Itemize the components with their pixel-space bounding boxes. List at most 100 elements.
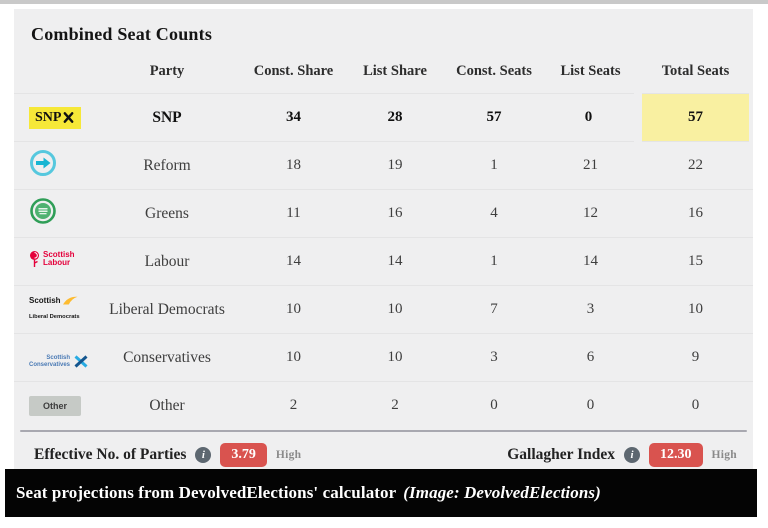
seat-counts-table: Party Const. Share List Share Const. Sea… xyxy=(14,49,757,429)
reform-logo-icon xyxy=(30,150,56,176)
table-row-reform: Reform 18 19 1 21 22 xyxy=(14,141,753,190)
table-row-greens: Greens 11 16 4 12 16 xyxy=(14,189,753,238)
column-header-const-share: Const. Share xyxy=(253,62,334,79)
party-logo-cell: Scottish Liberal Democrats xyxy=(14,286,92,334)
list-share-value: 16 xyxy=(387,205,403,221)
list-share-value: 28 xyxy=(387,109,403,125)
party-logo-cell: SNP xyxy=(14,94,92,142)
snp-logo-icon: SNP xyxy=(29,106,82,129)
list-share-value: 10 xyxy=(387,301,403,317)
column-header-party: Party xyxy=(149,62,185,79)
libdem-logo-text: Scottish xyxy=(29,296,61,305)
total-seats-value: 16 xyxy=(688,205,703,221)
const-share-value: 11 xyxy=(286,205,301,221)
top-border xyxy=(0,0,768,4)
total-seats-value: 10 xyxy=(688,301,703,317)
party-logo-cell: Scottish Labour xyxy=(14,238,92,286)
party-logo-cell: Other xyxy=(14,382,92,430)
info-icon[interactable]: i xyxy=(624,447,640,463)
total-seats-value-highlighted: 57 xyxy=(638,93,753,142)
total-seats-value: 15 xyxy=(688,253,703,269)
card-title: Combined Seat Counts xyxy=(31,24,213,44)
list-share-value: 19 xyxy=(387,157,403,173)
effective-parties-metric: Effective No. of Parties i 3.79 High xyxy=(34,443,301,467)
list-seats-value: 0 xyxy=(584,109,593,125)
column-header-list-seats: List Seats xyxy=(560,62,621,79)
table-header-row: Party Const. Share List Share Const. Sea… xyxy=(14,49,753,94)
party-name: Reform xyxy=(143,156,191,174)
const-share-value: 34 xyxy=(286,109,301,125)
total-seats-value: 9 xyxy=(691,349,700,365)
party-name: Conservatives xyxy=(123,348,211,366)
party-logo-cell xyxy=(14,190,92,238)
gallagher-index-level: High xyxy=(711,449,737,461)
const-share-value: 10 xyxy=(286,301,301,317)
other-logo-icon: Other xyxy=(29,395,82,416)
const-seats-value: 1 xyxy=(490,157,498,173)
seat-counts-card: Combined Seat Counts Party Const. Share … xyxy=(14,9,753,470)
labour-rose-icon xyxy=(30,251,39,267)
party-name: Labour xyxy=(144,252,190,270)
const-seats-value: 4 xyxy=(490,205,498,221)
column-header-list-share: List Share xyxy=(363,62,427,79)
labour-logo-text: Scottish Labour xyxy=(43,250,75,267)
table-row-libdem: Scottish Liberal Democrats Liberal Democ… xyxy=(14,285,753,334)
list-seats-value: 14 xyxy=(583,253,598,269)
list-seats-value: 21 xyxy=(583,157,598,173)
gallagher-index-metric: Gallagher Index i 12.30 High xyxy=(507,443,737,467)
party-logo-cell xyxy=(14,142,92,190)
list-seats-value: 3 xyxy=(586,301,595,317)
list-seats-value: 12 xyxy=(583,205,598,221)
const-share-value: 10 xyxy=(286,349,301,365)
column-header-total-seats: Total Seats xyxy=(661,62,730,79)
caption-credit: (Image: DevolvedElections) xyxy=(403,483,601,502)
column-header-logo xyxy=(14,49,92,94)
libdem-logo-subtext: Liberal Democrats xyxy=(29,314,80,320)
const-seats-value: 7 xyxy=(490,301,498,317)
snp-saltire-icon xyxy=(64,112,74,123)
gallagher-index-badge: 12.30 xyxy=(649,443,703,467)
labour-logo-icon: Scottish Labour xyxy=(29,250,75,268)
list-share-value: 14 xyxy=(387,253,403,269)
const-seats-value: 3 xyxy=(490,349,498,365)
party-name: Other xyxy=(149,396,185,414)
total-seats-value: 22 xyxy=(688,157,703,173)
other-logo-label: Other xyxy=(43,400,68,411)
libdem-logo-icon: Scottish Liberal Democrats xyxy=(29,296,91,322)
effective-parties-level: High xyxy=(275,449,302,461)
party-name: Greens xyxy=(145,204,189,222)
effective-parties-label: Effective No. of Parties xyxy=(34,446,187,463)
libdem-bird-icon xyxy=(62,296,78,305)
conservatives-saltire-icon xyxy=(74,355,88,368)
conservatives-logo-icon: Scottish Conservatives xyxy=(29,355,89,368)
greens-logo-icon xyxy=(30,198,56,224)
caption-text: Seat projections from DevolvedElections'… xyxy=(16,483,397,502)
conservatives-logo-text: Scottish Conservatives xyxy=(29,355,71,368)
party-name: SNP xyxy=(152,108,182,126)
party-logo-cell: Scottish Conservatives xyxy=(14,334,92,382)
list-seats-value: 0 xyxy=(586,397,595,413)
table-row-conservatives: Scottish Conservatives Conservatives 10 … xyxy=(14,333,753,382)
gallagher-index-label: Gallagher Index xyxy=(507,446,615,463)
metrics-footer: Effective No. of Parties i 3.79 High Gal… xyxy=(14,430,753,467)
snp-logo-label: SNP xyxy=(35,109,62,125)
footer-divider xyxy=(20,430,747,432)
party-name: Liberal Democrats xyxy=(109,300,225,318)
table-row-other: Other Other 2 2 0 0 0 xyxy=(14,381,753,430)
const-share-value: 18 xyxy=(286,157,301,173)
const-seats-value: 1 xyxy=(490,253,498,269)
const-share-value: 14 xyxy=(286,253,301,269)
const-seats-value: 57 xyxy=(486,109,502,125)
table-row-labour: Scottish Labour Labour 14 14 1 14 15 xyxy=(14,237,753,286)
list-share-value: 2 xyxy=(391,397,399,413)
column-header-const-seats: Const. Seats xyxy=(456,62,532,79)
info-icon[interactable]: i xyxy=(195,447,212,463)
effective-parties-badge: 3.79 xyxy=(220,443,267,467)
image-caption-bar: Seat projections from DevolvedElections'… xyxy=(5,469,757,517)
table-row-snp: SNP SNP 34 28 57 0 57 xyxy=(14,93,753,142)
const-seats-value: 0 xyxy=(490,397,498,413)
list-share-value: 10 xyxy=(387,349,403,365)
const-share-value: 2 xyxy=(289,397,298,413)
total-seats-value: 0 xyxy=(691,397,700,413)
